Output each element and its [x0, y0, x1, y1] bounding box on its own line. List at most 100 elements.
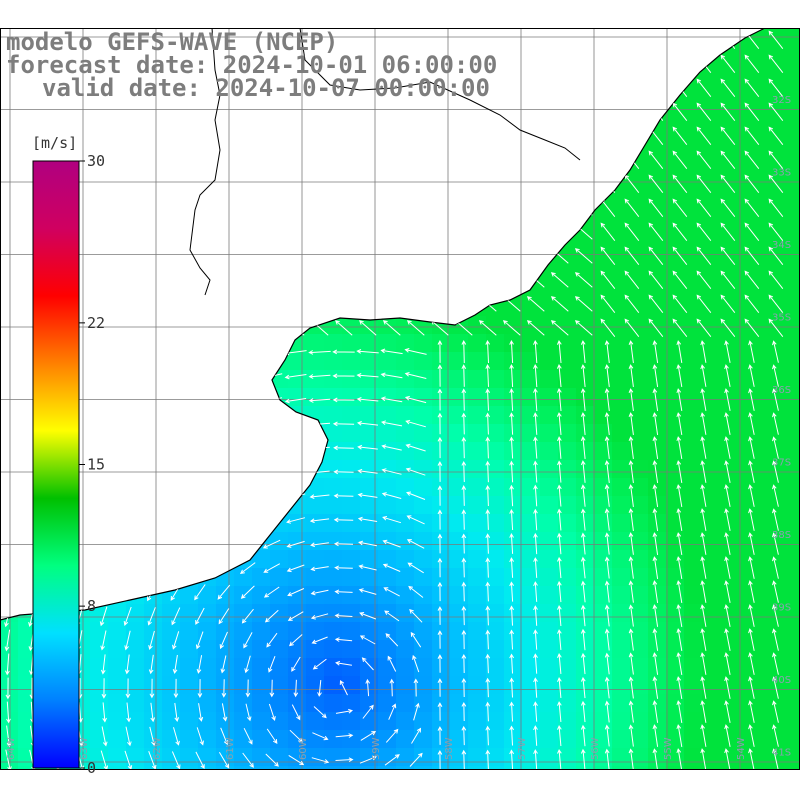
wind-cell: [432, 550, 451, 569]
wind-cell: [612, 514, 631, 533]
wind-arrow: [382, 516, 402, 524]
wind-cell: [684, 316, 703, 335]
wind-cell: [378, 316, 397, 335]
wind-cell: [378, 712, 397, 731]
wind-cell: [360, 694, 379, 713]
wind-cell: [738, 280, 757, 299]
wind-cell: [666, 640, 685, 659]
wind-cell: [468, 532, 487, 551]
wind-arrow: [437, 557, 443, 578]
wind-arrow: [263, 586, 280, 598]
wind-cell: [576, 550, 595, 569]
wind-cell: [684, 370, 703, 389]
wind-arrow: [768, 174, 784, 194]
wind-arrow: [485, 605, 491, 626]
wind-arrow: [744, 270, 760, 290]
wind-arrow: [700, 724, 707, 747]
wind-cell: [468, 496, 487, 515]
wind-cell: [108, 658, 127, 677]
wind-arrow: [580, 724, 586, 747]
wind-cell: [738, 298, 757, 317]
wind-arrow: [604, 556, 610, 579]
wind-cell: [522, 298, 541, 317]
longitude-label: 55W: [663, 737, 674, 760]
wind-arrow: [557, 580, 562, 603]
wind-cell: [252, 550, 271, 569]
wind-cell: [378, 640, 397, 659]
wind-cell: [414, 748, 433, 767]
wind-arrow: [310, 589, 329, 596]
wind-cell: [450, 460, 469, 479]
wind-arrow: [720, 198, 736, 218]
wind-arrow: [652, 484, 659, 507]
wind-cell: [702, 694, 721, 713]
wind-arrow: [356, 349, 379, 354]
wind-arrow: [772, 412, 779, 435]
wind-arrow: [358, 540, 377, 547]
wind-cell: [396, 676, 415, 695]
wind-arrow: [628, 436, 634, 459]
wind-cell: [702, 64, 721, 83]
wind-arrow: [408, 585, 424, 598]
wind-cell: [270, 550, 289, 569]
wind-cell: [738, 316, 757, 335]
wind-arrow: [485, 629, 491, 650]
wind-cell: [756, 424, 775, 443]
wind-cell: [738, 64, 757, 83]
wind-cell: [774, 190, 793, 209]
wind-arrow: [332, 373, 355, 379]
wind-arrow: [409, 608, 423, 623]
wind-arrow: [772, 508, 779, 531]
wind-arrow: [748, 388, 755, 411]
wind-cell: [162, 694, 181, 713]
wind-cell: [720, 64, 739, 83]
wind-cell: [666, 208, 685, 227]
wind-cell: [756, 298, 775, 317]
wind-cell: [450, 676, 469, 695]
wind-arrow: [405, 419, 426, 428]
wind-arrow: [405, 443, 426, 452]
wind-arrow: [197, 679, 203, 698]
wind-arrow: [308, 374, 331, 379]
wind-arrow: [309, 494, 330, 499]
wind-arrow: [557, 724, 562, 747]
wind-arrow: [220, 655, 227, 674]
wind-cell: [576, 604, 595, 623]
wind-arrow: [744, 198, 760, 218]
wind-arrow: [748, 340, 755, 363]
wind-arrow: [628, 580, 634, 603]
wind-cell: [342, 586, 361, 605]
wind-cell: [666, 190, 685, 209]
wind-arrow: [245, 703, 252, 722]
wind-cell: [774, 226, 793, 245]
wind-cell: [684, 496, 703, 515]
wind-cell: [684, 82, 703, 101]
wind-arrow: [100, 654, 106, 675]
wind-cell: [540, 730, 559, 749]
wind-arrow: [413, 702, 420, 721]
wind-cell: [594, 478, 613, 497]
wind-arrow: [533, 484, 538, 507]
wind-cell: [792, 658, 800, 677]
wind-cell: [558, 298, 577, 317]
wind-cell: [342, 604, 361, 623]
wind-cell: [612, 478, 631, 497]
wind-cell: [558, 640, 577, 659]
wind-cell: [702, 640, 721, 659]
colorbar-tick-label: 8: [87, 597, 96, 615]
wind-cell: [774, 136, 793, 155]
wind-cell: [594, 460, 613, 479]
wind-cell: [558, 694, 577, 713]
wind-arrow: [580, 676, 586, 699]
wind-cell: [432, 730, 451, 749]
wind-cell: [594, 568, 613, 587]
wind-arrow: [676, 508, 683, 531]
wind-cell: [594, 586, 613, 605]
wind-cell: [234, 658, 253, 677]
wind-arrow: [533, 339, 538, 364]
wind-cell: [756, 262, 775, 281]
wind-cell: [522, 370, 541, 389]
wind-cell: [576, 334, 595, 353]
wind-arrow: [696, 198, 712, 218]
wind-cell: [612, 298, 631, 317]
